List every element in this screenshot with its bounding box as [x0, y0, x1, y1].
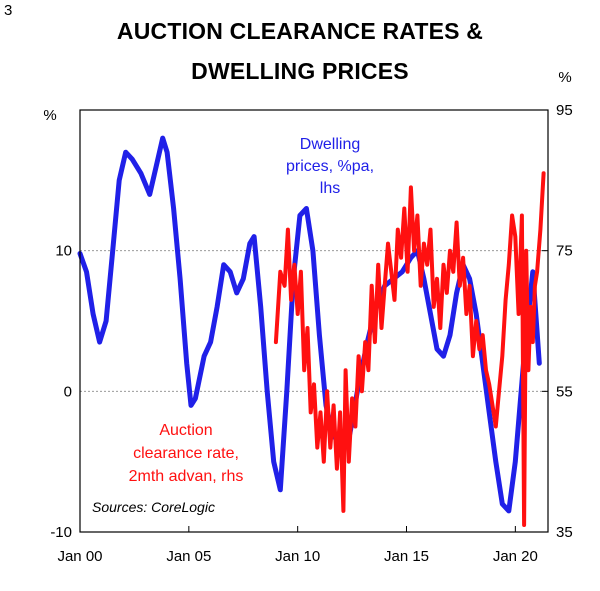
auction-label-line: Auction: [159, 422, 212, 439]
source-note: Sources: CoreLogic: [92, 499, 215, 515]
x-tick-label: Jan 15: [384, 548, 429, 565]
chart-title-line-1: AUCTION CLEARANCE RATES &: [116, 18, 484, 44]
page-number: 3: [4, 2, 13, 19]
auction-label-line: clearance rate,: [133, 445, 239, 462]
left-tick-label: 0: [64, 383, 72, 400]
left-tick-label: 10: [55, 243, 72, 260]
dwelling-label-line: prices, %pa,: [286, 158, 374, 175]
dwelling-label-line: Dwelling: [300, 136, 360, 153]
tick-marks: [79, 109, 548, 533]
right-tick-label: 95: [556, 102, 573, 119]
dwelling-series-label: Dwelling prices, %pa, lhs: [286, 136, 374, 197]
dwelling-label-line: lhs: [320, 180, 340, 197]
x-tick-label: Jan 05: [166, 548, 211, 565]
x-tick-label: Jan 20: [493, 548, 538, 565]
right-tick-label: 75: [556, 243, 573, 260]
series-lines: [77, 135, 546, 527]
right-tick-label: 55: [556, 383, 573, 400]
auction-series-label: Auction clearance rate, 2mth advan, rhs: [129, 422, 244, 485]
chart-title-line-2: DWELLING PRICES: [191, 58, 409, 84]
plot-frame: [79, 109, 549, 533]
left-tick-label: -10: [50, 524, 72, 541]
auction-clearance-line: [273, 171, 546, 527]
left-axis-unit: %: [43, 107, 56, 124]
x-tick-label: Jan 00: [57, 548, 102, 565]
auction-label-line: 2mth advan, rhs: [129, 468, 244, 485]
x-tick-label: Jan 10: [275, 548, 320, 565]
right-tick-label: 35: [556, 524, 573, 541]
right-axis-unit: %: [558, 69, 571, 86]
